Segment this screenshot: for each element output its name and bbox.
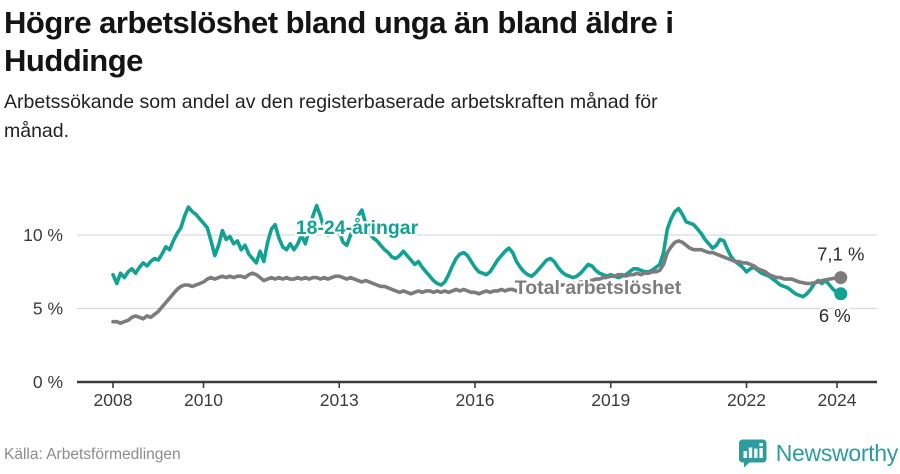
end-dot-total — [834, 271, 848, 285]
brand-logo: Newsworthy — [737, 438, 898, 469]
x-tick-label-2008: 2008 — [94, 390, 133, 410]
end-value-label-young: 6 % — [819, 305, 851, 326]
end-dot-young — [834, 287, 848, 301]
page-title-line2: Huddinge — [4, 42, 143, 78]
page-subtitle-line2: månad. — [4, 120, 70, 143]
end-value-label-total: 7,1 % — [817, 244, 864, 265]
page-title-line1: Högre arbetslöshet bland unga än bland ä… — [4, 5, 674, 40]
x-tick-label-2019: 2019 — [591, 390, 630, 410]
y-tick-label-10: 10 % — [23, 225, 63, 245]
series-line-total — [111, 239, 843, 325]
series-label-total: Total arbetslöshet — [515, 277, 682, 299]
page-subtitle: Arbetssökande som andel av den registerb… — [4, 88, 884, 147]
series-label-young: 18-24-åringar — [296, 216, 419, 239]
page-subtitle-line1: Arbetssökande som andel av den registerb… — [4, 91, 658, 113]
page-title: Högre arbetslöshet bland unga än bland ä… — [4, 4, 884, 80]
x-tick-label-2013: 2013 — [320, 390, 359, 410]
y-tick-label-5: 5 % — [33, 299, 63, 319]
series-line-young — [111, 203, 843, 299]
bar-chart-bubble-icon — [738, 439, 767, 468]
x-tick-label-2010: 2010 — [184, 390, 223, 410]
x-tick-label-2022: 2022 — [727, 390, 766, 410]
y-tick-label-0: 0 % — [33, 372, 63, 392]
brand-wordmark: Newsworthy — [775, 440, 899, 466]
x-tick-label-2016: 2016 — [456, 390, 495, 410]
x-tick-label-2024: 2024 — [818, 390, 857, 410]
source-note: Källa: Arbetsförmedlingen — [4, 446, 181, 463]
